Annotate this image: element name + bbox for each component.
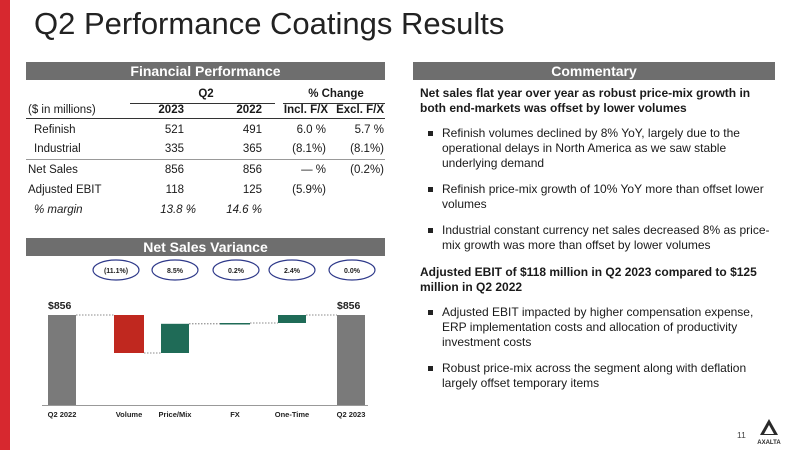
- variance-bubble: [151, 259, 199, 281]
- net-sales-excl-fx: (0.2%): [350, 164, 384, 176]
- variance-bubble-label: 2.4%: [284, 268, 301, 275]
- industrial-incl-fx: (8.1%): [292, 143, 326, 155]
- net-sales-variance-header: Net Sales Variance: [26, 238, 385, 256]
- variance-bubble-label: 0.0%: [344, 268, 361, 275]
- margin-2023: 13.8 %: [160, 204, 196, 216]
- subtotal-rule: [26, 159, 385, 160]
- industrial-2023: 335: [164, 143, 184, 155]
- adjusted-ebit-incl-fx: (5.9%): [292, 184, 326, 196]
- accent-bar: [0, 0, 10, 450]
- margin-2022: 14.6 %: [226, 204, 262, 216]
- category-label: Price/Mix: [159, 410, 193, 419]
- category-label: Q2 2023: [337, 410, 366, 419]
- page-title: Q2 Performance Coatings Results: [34, 6, 505, 41]
- net-sales-2023: 856: [164, 164, 184, 176]
- commentary-body: Net sales flat year over year as robust …: [420, 86, 775, 403]
- variance-bubble: [92, 259, 140, 281]
- start-value-label: $856: [48, 300, 72, 312]
- commentary-heading-ebit: Adjusted EBIT of $118 million in Q2 2023…: [420, 265, 757, 294]
- commentary-heading-net-sales: Net sales flat year over year as robust …: [420, 86, 751, 115]
- col-2023-header: 2023: [158, 104, 184, 116]
- adjusted-ebit-2023: 118: [165, 184, 184, 196]
- col-2022-header: 2022: [236, 104, 262, 116]
- table-header-rule: [26, 118, 385, 119]
- financial-performance-header: Financial Performance: [26, 62, 385, 80]
- category-label: One-Time: [275, 410, 309, 419]
- variance-bubble-label: 0.2%: [228, 268, 245, 275]
- row-label-margin: % margin: [34, 204, 83, 216]
- category-label: FX: [230, 410, 240, 419]
- variance-bubble: [328, 259, 376, 281]
- bullet-item: Robust price-mix across the segment alon…: [428, 361, 775, 391]
- waterfall-bar: [337, 315, 365, 405]
- category-label: Volume: [116, 410, 143, 419]
- col-incl-fx-header: Incl. F/X: [283, 104, 328, 116]
- axalta-logo: AXALTA: [757, 419, 781, 446]
- net-sales-incl-fx: — %: [301, 164, 326, 176]
- row-label-adjusted-ebit: Adjusted EBIT: [28, 184, 102, 196]
- variance-bubble-label: 8.5%: [167, 268, 184, 275]
- net-sales-variance-chart: (11.1%) 8.5% 0.2% 2.4% 0.0% $856 $856 Q2 2022 Vo…: [42, 259, 376, 419]
- row-label-refinish: Refinish: [34, 124, 76, 136]
- refinish-incl-fx: 6.0 %: [296, 124, 326, 136]
- refinish-excl-fx: 5.7 %: [354, 124, 384, 136]
- waterfall-bar: [114, 315, 144, 353]
- net-sales-bullets: Refinish volumes declined by 8% YoY, lar…: [420, 126, 775, 253]
- industrial-excl-fx: (8.1%): [350, 143, 384, 155]
- page-number: 11: [737, 430, 746, 440]
- commentary-header: Commentary: [413, 62, 775, 80]
- waterfall-bar: [278, 315, 306, 323]
- col-excl-fx-header: Excl. F/X: [336, 104, 384, 116]
- row-label-industrial: Industrial: [34, 143, 81, 155]
- waterfall-bar: [48, 315, 76, 405]
- waterfall-bar: [220, 323, 250, 325]
- row-label-net-sales: Net Sales: [28, 164, 78, 176]
- variance-bubble-label: (11.1%): [104, 268, 128, 275]
- logo-text: AXALTA: [757, 440, 781, 446]
- category-label: Q2 2022: [48, 410, 77, 419]
- refinish-2022: 491: [242, 124, 262, 136]
- end-value-label: $856: [337, 300, 361, 312]
- units-label: ($ in millions): [28, 104, 96, 116]
- adjusted-ebit-2022: 125: [242, 184, 262, 196]
- variance-bubble: [268, 259, 316, 281]
- pct-change-header: % Change: [308, 88, 364, 100]
- net-sales-2022: 856: [242, 164, 262, 176]
- ebit-bullets: Adjusted EBIT impacted by higher compens…: [420, 305, 775, 391]
- bullet-item: Refinish volumes declined by 8% YoY, lar…: [428, 126, 775, 171]
- variance-bubble: [212, 259, 260, 281]
- refinish-2023: 521: [164, 124, 184, 136]
- industrial-2022: 365: [242, 143, 262, 155]
- q2-underline: [130, 103, 275, 104]
- bullet-item: Adjusted EBIT impacted by higher compens…: [428, 305, 775, 350]
- pct-change-underline: [283, 103, 385, 104]
- waterfall-bar: [161, 323, 189, 353]
- bullet-item: Refinish price-mix growth of 10% YoY mor…: [428, 182, 775, 212]
- q2-header: Q2: [198, 88, 214, 100]
- bullet-item: Industrial constant currency net sales d…: [428, 223, 775, 253]
